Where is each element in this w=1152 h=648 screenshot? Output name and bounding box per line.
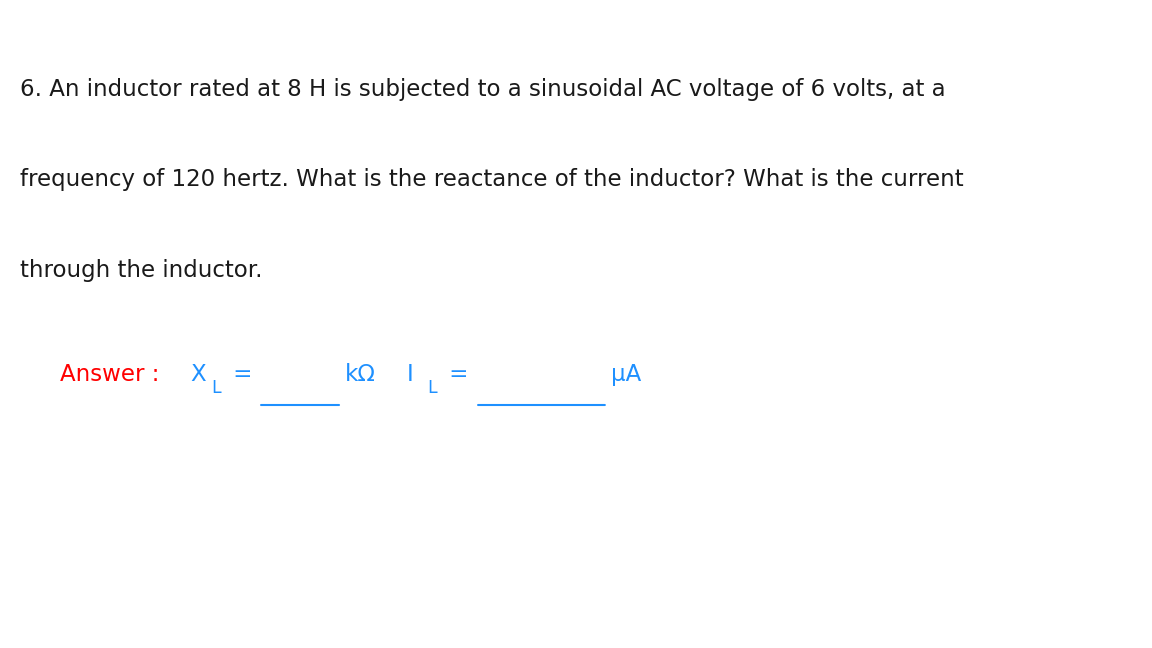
Text: =: =	[226, 363, 252, 386]
Text: L: L	[212, 379, 221, 397]
Text: L: L	[427, 379, 437, 397]
Text: I: I	[407, 363, 414, 386]
Text: Answer :: Answer :	[60, 363, 159, 386]
Text: X: X	[190, 363, 205, 386]
Text: frequency of 120 hertz. What is the reactance of the inductor? What is the curre: frequency of 120 hertz. What is the reac…	[20, 168, 963, 191]
Text: =: =	[441, 363, 468, 386]
Text: 6. An inductor rated at 8 H is subjected to a sinusoidal AC voltage of 6 volts, : 6. An inductor rated at 8 H is subjected…	[20, 78, 945, 100]
Text: kΩ: kΩ	[346, 363, 376, 386]
Text: through the inductor.: through the inductor.	[20, 259, 262, 282]
Text: μA: μA	[611, 363, 642, 386]
